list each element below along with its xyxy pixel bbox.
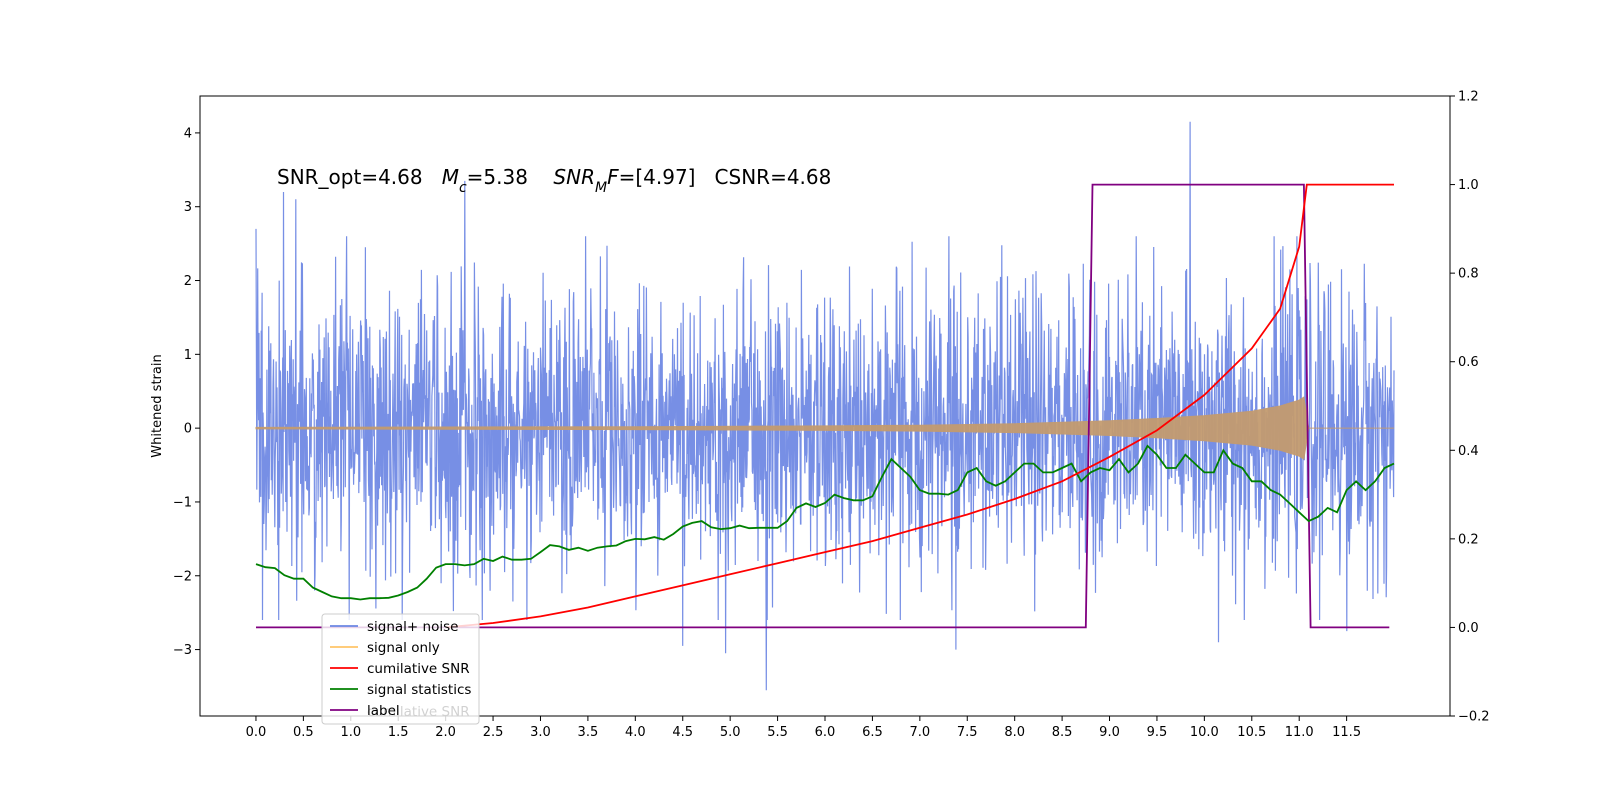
x-tick-label: 0.0 bbox=[246, 725, 267, 740]
x-tick-label: 2.0 bbox=[435, 725, 456, 740]
x-tick-label: 10.5 bbox=[1237, 725, 1266, 740]
x-tick-label: 11.0 bbox=[1285, 725, 1314, 740]
y-left-tick-label: −2 bbox=[173, 569, 192, 584]
y-left-tick-label: −3 bbox=[173, 643, 192, 658]
annotation-part: CSNR=4.68 bbox=[695, 165, 831, 189]
x-tick-label: 5.5 bbox=[767, 725, 788, 740]
x-tick-label: 7.5 bbox=[957, 725, 978, 740]
stats-annotation: SNR_opt=4.68 Mc=5.38 SNRMF=[4.97] CSNR=4… bbox=[277, 165, 831, 196]
x-tick-label: 5.0 bbox=[720, 725, 741, 740]
legend-box bbox=[321, 613, 480, 725]
legend-label: signal statistics bbox=[367, 682, 471, 698]
annotation-part: SNR bbox=[553, 165, 595, 189]
y-left-tick-label: −1 bbox=[173, 495, 192, 510]
legend-label: signal+ noise bbox=[367, 619, 458, 635]
x-tick-label: 11.5 bbox=[1332, 725, 1361, 740]
y-left-tick-label: 3 bbox=[184, 200, 192, 215]
y-left-tick-label: 2 bbox=[184, 274, 192, 289]
series-label bbox=[256, 183, 1390, 629]
annotation-part: =[4.97] bbox=[619, 165, 696, 189]
x-tick-label: 7.0 bbox=[909, 725, 930, 740]
annotation-part bbox=[423, 165, 442, 189]
x-tick-label: 1.0 bbox=[340, 725, 361, 740]
y-right-tick-label: 0.2 bbox=[1458, 532, 1479, 547]
annotation-part: c bbox=[459, 180, 467, 196]
x-tick-label: 1.5 bbox=[388, 725, 409, 740]
series-signal-plus-noise bbox=[255, 121, 1395, 691]
annotation-part: F bbox=[607, 165, 619, 189]
y-axis-label: Whitened strain bbox=[150, 354, 165, 457]
x-tick-label: 3.5 bbox=[578, 725, 599, 740]
y-axis-left: −3 −2 −1 0 1 2 3 4 bbox=[173, 126, 200, 658]
y-axis-right: −0.2 0.0 0.2 0.4 0.6 0.8 1.0 1.2 bbox=[1450, 90, 1490, 725]
y-left-tick-label: 1 bbox=[184, 348, 192, 363]
x-tick-label: 6.5 bbox=[862, 725, 883, 740]
y-left-tick-label: 4 bbox=[184, 126, 192, 141]
y-right-tick-label: 1.0 bbox=[1458, 178, 1479, 193]
y-right-tick-label: −0.2 bbox=[1458, 710, 1490, 725]
series-signal-only bbox=[255, 396, 1394, 460]
x-tick-label: 9.5 bbox=[1147, 725, 1168, 740]
legend-label: label bbox=[367, 703, 400, 719]
y-left-tick-label: 0 bbox=[184, 422, 192, 437]
x-tick-label: 2.5 bbox=[483, 725, 504, 740]
series-layer bbox=[255, 121, 1395, 691]
y-right-tick-label: 1.2 bbox=[1458, 90, 1479, 105]
y-right-tick-label: 0.0 bbox=[1458, 621, 1479, 636]
series-signal-statistics bbox=[255, 444, 1395, 601]
x-tick-label: 4.0 bbox=[625, 725, 646, 740]
x-tick-label: 9.0 bbox=[1099, 725, 1120, 740]
annotation-part: =5.38 bbox=[467, 165, 528, 189]
legend-label: signal only bbox=[367, 640, 440, 656]
annotation-part: M bbox=[442, 165, 459, 189]
x-tick-label: 3.0 bbox=[530, 725, 551, 740]
x-tick-label: 10.0 bbox=[1190, 725, 1219, 740]
y-right-tick-label: 0.8 bbox=[1458, 267, 1479, 282]
annotation-part: M bbox=[595, 180, 607, 196]
annotation-part: SNR_opt=4.68 bbox=[277, 165, 423, 189]
annotation-part bbox=[528, 165, 553, 189]
x-tick-label: 8.0 bbox=[1004, 725, 1025, 740]
y-right-tick-label: 0.4 bbox=[1458, 444, 1479, 459]
x-tick-label: 8.5 bbox=[1052, 725, 1073, 740]
x-axis: 0.0 0.5 1.0 1.5 2.0 2.5 3.0 3.5 4.0 4.5 5.0 5.5 6.0 6… bbox=[246, 716, 1361, 740]
series-cumilative-snr bbox=[445, 183, 1394, 629]
x-tick-label: 4.5 bbox=[672, 725, 693, 740]
x-tick-label: 0.5 bbox=[293, 725, 314, 740]
y-right-tick-label: 0.6 bbox=[1458, 355, 1479, 370]
x-tick-label: 6.0 bbox=[815, 725, 836, 740]
legend-label: cumilative SNR bbox=[367, 661, 470, 677]
